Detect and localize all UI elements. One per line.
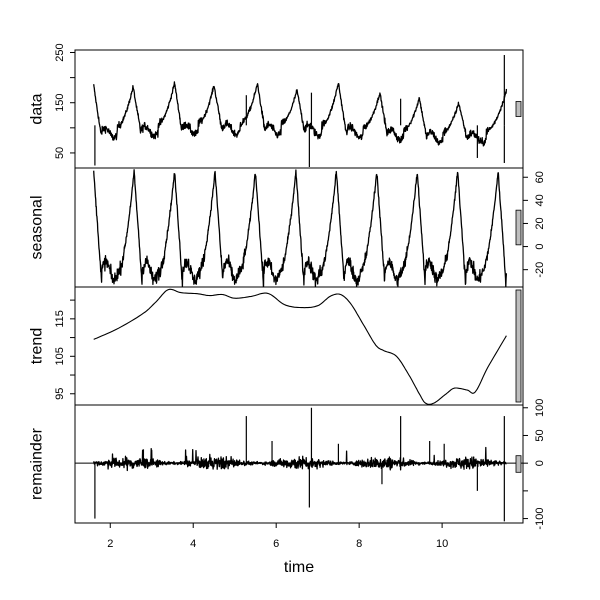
panel-trend: 95 105 115 trend [29, 286, 524, 406]
x-axis: 2 4 6 8 10 [107, 522, 448, 550]
y-tick-label: 60 [534, 171, 546, 183]
y-tick-label: 95 [54, 388, 66, 400]
x-tick-label: 10 [436, 538, 448, 550]
y-tick-label: 50 [534, 429, 546, 441]
data-line [93, 81, 508, 147]
panel-remainder: -100 0 50 100 remainder [29, 399, 546, 530]
y-tick-label: 100 [534, 399, 546, 417]
x-tick-label: 8 [356, 538, 362, 550]
y-tick-label: 0 [534, 244, 546, 250]
y-tick-label: 250 [54, 43, 66, 61]
scale-bar [515, 101, 522, 117]
panel-frame [74, 49, 524, 169]
seasonal-line [93, 169, 508, 287]
y-tick-label: 105 [54, 347, 66, 365]
y-tick-label: -20 [534, 262, 546, 278]
scale-bar [515, 289, 522, 403]
panel-label-data: data [29, 93, 46, 124]
x-tick-label: 4 [190, 538, 196, 550]
panel-data: 50 150 250 data [29, 43, 524, 169]
panel-frame [74, 286, 524, 406]
panel-seasonal: -20 0 20 40 60 seasonal [29, 167, 546, 288]
x-axis-title: time [284, 559, 314, 576]
y-tick-label: -100 [534, 508, 546, 530]
y-tick-label: 50 [54, 147, 66, 159]
y-tick-label: 150 [54, 94, 66, 112]
y-tick-label: 115 [54, 310, 66, 328]
y-tick-label: 20 [534, 217, 546, 229]
y-tick-label: 0 [534, 460, 546, 466]
x-tick-label: 2 [107, 538, 113, 550]
scale-bar [515, 455, 522, 473]
y-tick-label: 40 [534, 194, 546, 206]
panel-label-remainder: remainder [29, 427, 46, 500]
panels: 50 150 250 data -20 0 20 40 60 seasonal 95 105 115 tr… [29, 43, 546, 529]
panel-label-trend: trend [29, 328, 46, 364]
trend-line [93, 288, 507, 405]
x-tick-label: 6 [273, 538, 279, 550]
scale-bar [515, 209, 522, 246]
panel-label-seasonal: seasonal [29, 195, 46, 259]
